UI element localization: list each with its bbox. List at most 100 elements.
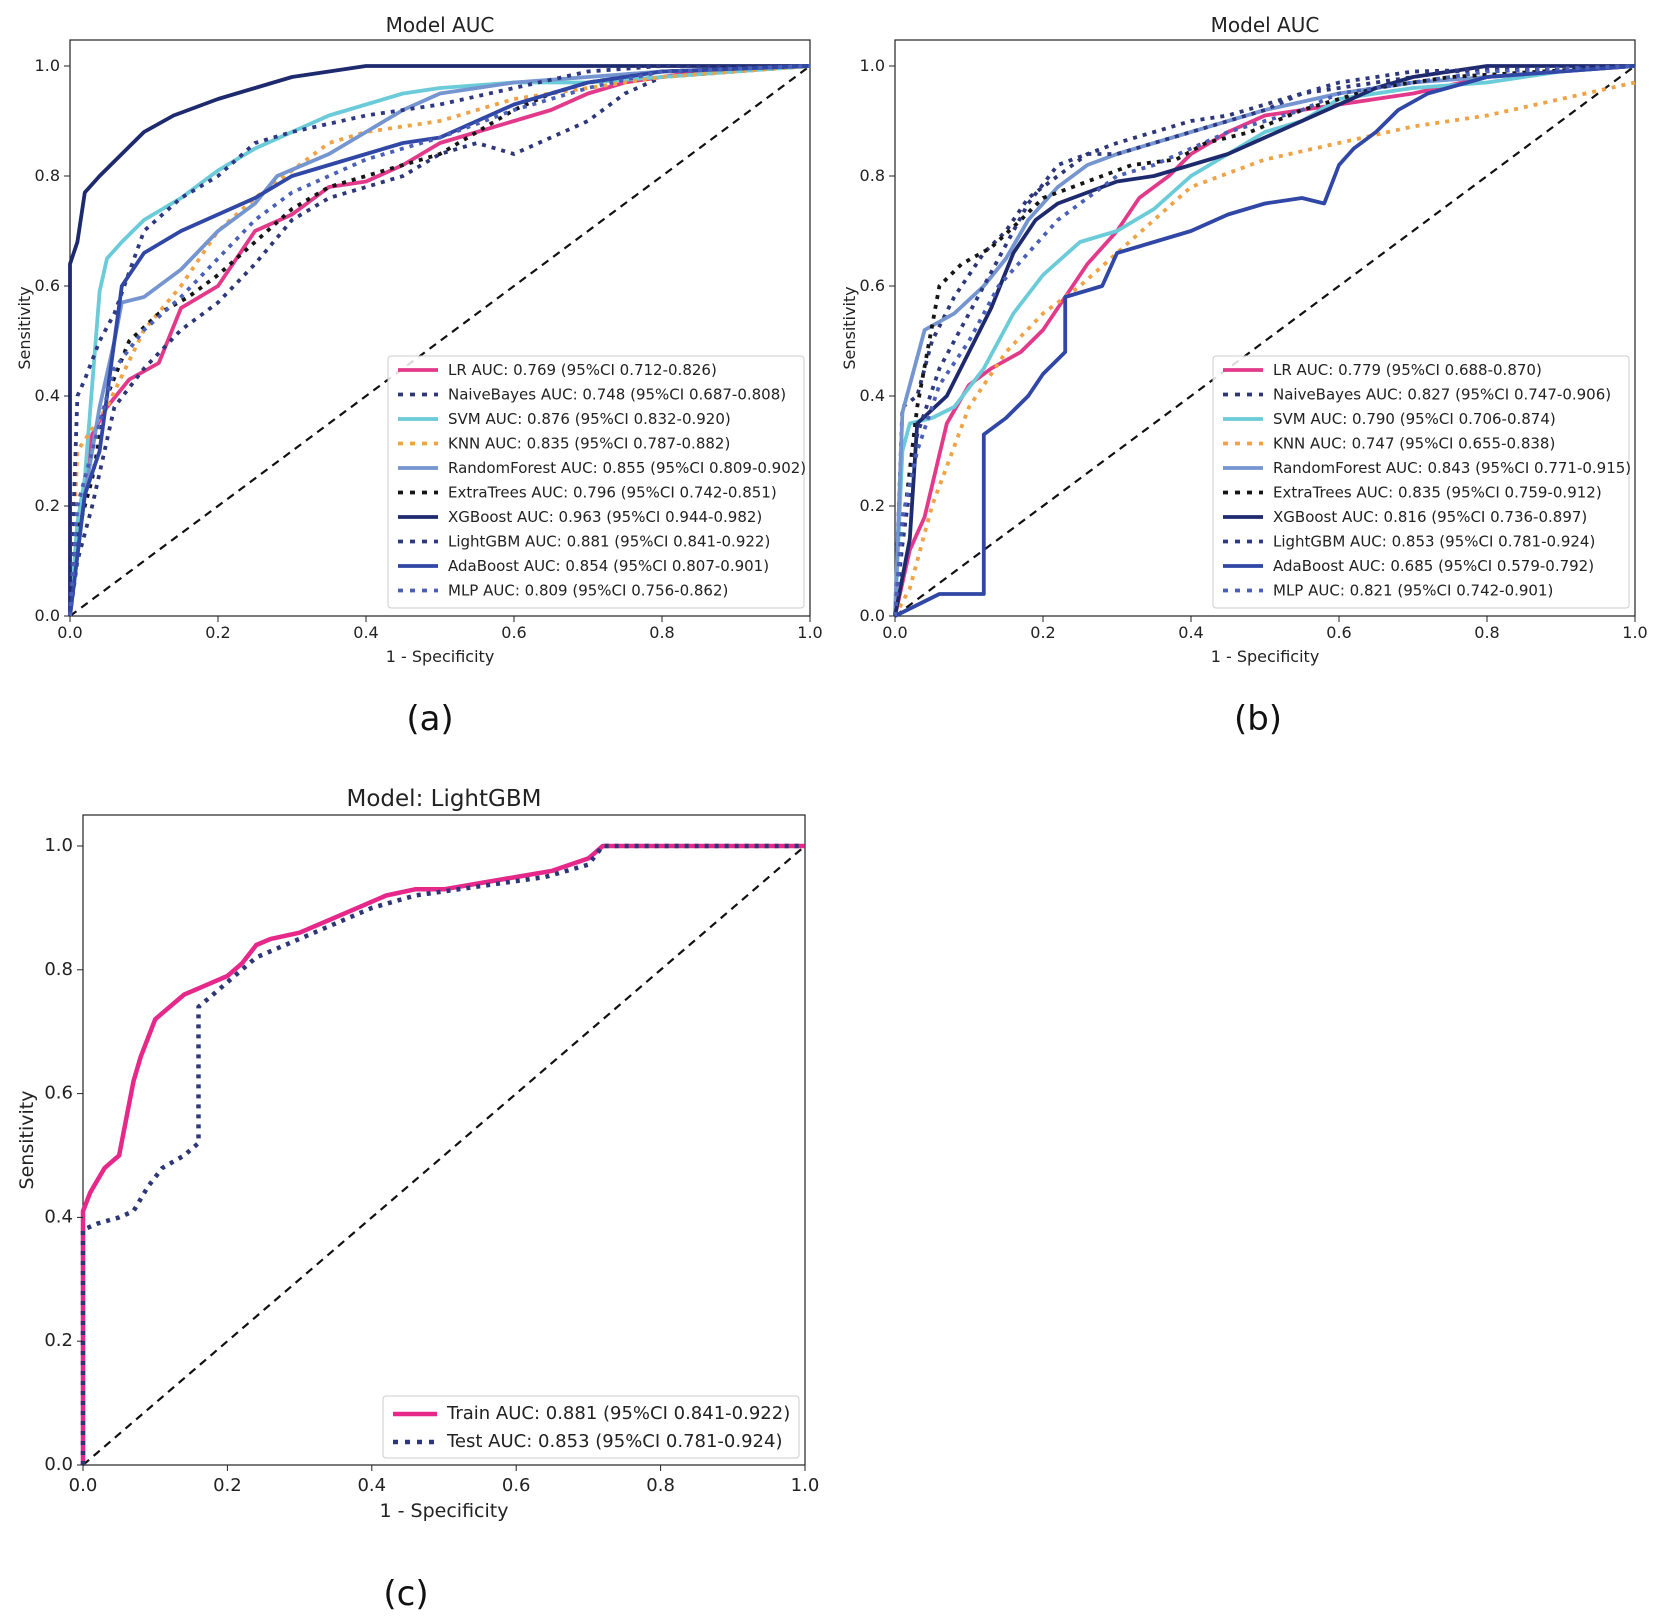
y-tick-label: 1.0 <box>860 56 885 75</box>
legend-label-adaboost: AdaBoost AUC: 0.685 (95%CI 0.579-0.792) <box>1273 557 1594 575</box>
x-tick-label: 0.6 <box>502 1475 531 1496</box>
x-tick-label: 0.8 <box>1474 623 1499 642</box>
panel-a-title: Model AUC <box>386 13 495 37</box>
caption-b: (b) <box>1234 699 1282 739</box>
x-tick-label: 1.0 <box>797 623 822 642</box>
roc-curve-xgboost <box>68 64 810 616</box>
panel-c: Model: LightGBM 0.0 0.2 0.4 0.6 0.8 1.0 0.0 0.2… <box>16 786 819 1614</box>
panel-b-xlabel: 1 - Specificity <box>1211 647 1320 666</box>
roc-curve-xgboost <box>893 64 1635 617</box>
legend-label-mlp: MLP AUC: 0.821 (95%CI 0.742-0.901) <box>1273 582 1553 600</box>
roc-curve-adaboost <box>68 64 811 617</box>
x-tick-label: 0.2 <box>1030 623 1055 642</box>
legend-label-svm: SVM AUC: 0.876 (95%CI 0.832-0.920) <box>448 410 731 428</box>
legend-label-lr: LR AUC: 0.769 (95%CI 0.712-0.826) <box>448 361 717 379</box>
y-tick-label: 0.0 <box>35 606 60 625</box>
legend-label-lr: LR AUC: 0.779 (95%CI 0.688-0.870) <box>1273 361 1542 379</box>
roc-curve-train <box>80 843 805 1465</box>
legend-label-knn: KNN AUC: 0.747 (95%CI 0.655-0.838) <box>1273 435 1555 453</box>
legend-label-naivebayes: NaiveBayes AUC: 0.827 (95%CI 0.747-0.906… <box>1273 386 1611 404</box>
legend-label-xgboost: XGBoost AUC: 0.963 (95%CI 0.944-0.982) <box>448 508 762 526</box>
y-tick-label: 0.6 <box>860 276 885 295</box>
roc-curve-test <box>80 843 805 1465</box>
roc-curve-extratrees <box>893 64 1636 617</box>
panel-a-ticks: 0.0 0.2 0.4 0.6 0.8 1.0 0.0 0.2 0.4 0.6 0.8 1.0 <box>35 56 823 642</box>
panel-a-ylabel: Sensitivity <box>15 286 34 369</box>
x-tick-label: 0.0 <box>69 1475 98 1496</box>
roc-curve-adaboost <box>894 64 1636 618</box>
x-tick-label: 0.2 <box>213 1475 242 1496</box>
roc-curve-randomforest <box>893 64 1636 617</box>
chance-diagonal-line <box>82 845 806 1466</box>
y-tick-label: 0.6 <box>35 276 60 295</box>
x-tick-label: 0.8 <box>649 623 674 642</box>
y-tick-label: 0.2 <box>44 1330 73 1351</box>
panel-c-title: Model: LightGBM <box>347 786 542 812</box>
roc-curve-naivebayes <box>68 64 811 617</box>
x-tick-label: 0.0 <box>882 623 907 642</box>
legend-label-randomforest: RandomForest AUC: 0.855 (95%CI 0.809-0.9… <box>448 459 806 477</box>
legend-label-mlp: MLP AUC: 0.809 (95%CI 0.756-0.862) <box>448 582 728 600</box>
panel-c-plot <box>80 843 806 1466</box>
roc-curve-knn <box>893 80 1636 617</box>
y-tick-label: 0.8 <box>35 166 60 185</box>
panel-b-ticks: 0.0 0.2 0.4 0.6 0.8 1.0 0.0 0.2 0.4 0.6 0.8 1.0 <box>860 56 1648 642</box>
roc-curve-svm <box>68 64 811 617</box>
y-tick-label: 0.6 <box>44 1083 73 1104</box>
legend-box <box>382 1395 800 1459</box>
panel-a-plot <box>68 64 811 617</box>
y-tick-label: 0.0 <box>860 606 885 625</box>
x-tick-label: 1.0 <box>791 1475 820 1496</box>
y-tick-label: 0.8 <box>44 959 73 980</box>
y-tick-label: 0.8 <box>860 166 885 185</box>
panel-c-legend: Train AUC: 0.881 (95%CI 0.841-0.922) Test… <box>382 1395 800 1459</box>
x-tick-label: 0.0 <box>57 623 82 642</box>
legend-label-adaboost: AdaBoost AUC: 0.854 (95%CI 0.807-0.901) <box>448 557 769 575</box>
legend-box <box>1212 355 1630 609</box>
x-tick-label: 0.4 <box>357 1475 386 1496</box>
legend-label-test: Test AUC: 0.853 (95%CI 0.781-0.924) <box>446 1431 782 1452</box>
panel-c-frame <box>82 814 806 1466</box>
y-tick-label: 0.0 <box>44 1454 73 1475</box>
legend-label-svm: SVM AUC: 0.790 (95%CI 0.706-0.874) <box>1273 410 1556 428</box>
panel-b-title: Model AUC <box>1211 13 1320 37</box>
y-tick-label: 0.4 <box>44 1206 73 1227</box>
roc-curve-svm <box>893 64 1636 617</box>
x-tick-label: 0.2 <box>205 623 230 642</box>
y-tick-label: 0.2 <box>860 496 885 515</box>
legend-label-lightgbm: LightGBM AUC: 0.853 (95%CI 0.781-0.924) <box>1273 533 1595 551</box>
x-tick-label: 0.6 <box>1326 623 1351 642</box>
y-tick-label: 1.0 <box>35 56 60 75</box>
x-tick-label: 0.8 <box>646 1475 675 1496</box>
x-tick-label: 0.4 <box>1178 623 1203 642</box>
panel-b-plot <box>893 64 1636 618</box>
panel-b-ylabel: Sensitivity <box>840 286 859 369</box>
legend-label-xgboost: XGBoost AUC: 0.816 (95%CI 0.736-0.897) <box>1273 508 1587 526</box>
y-tick-label: 0.4 <box>35 386 60 405</box>
roc-curve-lightgbm <box>893 64 1636 617</box>
panel-b-frame <box>894 39 1636 617</box>
legend-label-lightgbm: LightGBM AUC: 0.881 (95%CI 0.841-0.922) <box>448 533 770 551</box>
panel-b-legend: LR AUC: 0.779 (95%CI 0.688-0.870) NaiveBa… <box>1212 355 1631 609</box>
legend-label-extratrees: ExtraTrees AUC: 0.796 (95%CI 0.742-0.851… <box>448 484 777 502</box>
y-tick-label: 1.0 <box>44 835 73 856</box>
roc-curve-mlp <box>893 64 1636 617</box>
roc-curve-mlp <box>68 64 811 617</box>
x-tick-label: 0.6 <box>501 623 526 642</box>
legend-label-randomforest: RandomForest AUC: 0.843 (95%CI 0.771-0.9… <box>1273 459 1631 477</box>
y-tick-label: 0.4 <box>860 386 885 405</box>
caption-a: (a) <box>406 699 453 739</box>
y-tick-label: 0.2 <box>35 496 60 515</box>
legend-label-knn: KNN AUC: 0.835 (95%CI 0.787-0.882) <box>448 435 730 453</box>
legend-label-extratrees: ExtraTrees AUC: 0.835 (95%CI 0.759-0.912… <box>1273 484 1602 502</box>
legend-box <box>387 355 805 609</box>
panel-b: Model AUC 0.0 0.2 0.4 0.6 0.8 1.0 0.0 0.2 0.4 0.6… <box>840 13 1648 739</box>
panel-c-ticks: 0.0 0.2 0.4 0.6 0.8 1.0 0.0 0.2 0.4 0.6 0.8 1.0 <box>44 835 819 1496</box>
panel-c-xlabel: 1 - Specificity <box>380 1500 509 1522</box>
roc-curve-lightgbm <box>68 64 810 617</box>
caption-c: (c) <box>383 1574 428 1614</box>
panel-a-legend: LR AUC: 0.769 (95%CI 0.712-0.826) NaiveBa… <box>387 355 806 609</box>
x-tick-label: 0.4 <box>353 623 378 642</box>
legend-label-train: Train AUC: 0.881 (95%CI 0.841-0.922) <box>446 1403 790 1424</box>
